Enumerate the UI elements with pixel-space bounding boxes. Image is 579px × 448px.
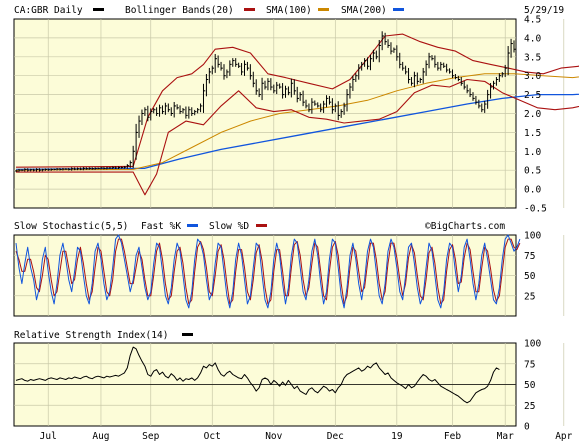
y-tick-label: 0: [524, 422, 530, 433]
y-tick-label: 1.0: [524, 147, 541, 158]
slow-d-legend-swatch: [256, 224, 267, 227]
symbol-legend-swatch: [93, 8, 104, 11]
bollinger-lower-line: [16, 78, 579, 196]
y-tick-label: -0.5: [524, 204, 547, 215]
y-tick-label: 25: [524, 401, 535, 412]
y-tick-label: 100: [524, 231, 541, 242]
rsi-line: [15, 346, 500, 404]
slow-d-label: Slow %D: [209, 221, 249, 232]
sma100-legend-swatch: [318, 8, 329, 11]
x-tick-label: Aug: [92, 431, 109, 442]
date-label: 5/29/19: [524, 5, 564, 16]
rsi-title: Relative Strength Index(14): [14, 330, 168, 341]
x-tick-label: Feb: [444, 431, 461, 442]
sma200-label: SMA(200): [341, 5, 387, 16]
bollinger-legend-swatch: [244, 8, 255, 11]
fast-k-legend-swatch: [187, 224, 198, 227]
sma100-line: [15, 73, 579, 171]
y-tick-label: 2.0: [524, 109, 541, 120]
x-tick-label: Sep: [142, 431, 159, 442]
x-tick-label: Jul: [40, 431, 57, 442]
stochastic-title: Slow Stochastic(5,5): [14, 221, 128, 232]
axis-ticks: 4.5 4.0 3.5 3.0 2.5 2.0 1.5 1.0 0.5 0.0 -0.5 100 75 5…: [40, 15, 573, 443]
y-tick-label: 3.0: [524, 71, 541, 82]
plot-area: [14, 31, 579, 404]
y-tick-label: 100: [524, 339, 541, 350]
x-tick-label: Nov: [265, 431, 282, 442]
x-tick-label: Dec: [327, 431, 344, 442]
x-tick-label: 19: [391, 431, 403, 442]
bollinger-label: Bollinger Bands(20): [125, 5, 234, 16]
slow-d-line: [15, 238, 521, 305]
symbol-label: CA:GBR Daily: [14, 5, 83, 16]
y-tick-label: 4.5: [524, 15, 541, 26]
y-tick-label: 0.0: [524, 185, 541, 196]
rsi-legend-swatch: [182, 333, 193, 336]
y-tick-label: 1.5: [524, 128, 541, 139]
y-tick-label: 50: [524, 380, 536, 391]
sma200-legend-swatch: [393, 8, 404, 11]
sma100-label: SMA(100): [266, 5, 312, 16]
y-tick-label: 75: [524, 251, 535, 262]
y-tick-label: 50: [524, 271, 536, 282]
fast-k-line: [15, 234, 521, 309]
x-tick-label: Apr: [555, 431, 572, 442]
x-tick-label: Oct: [204, 431, 221, 442]
y-tick-label: 3.5: [524, 52, 541, 63]
sma200-line: [15, 93, 579, 171]
y-tick-label: 2.5: [524, 90, 541, 101]
y-tick-label: 75: [524, 359, 535, 370]
y-tick-label: 0.5: [524, 166, 541, 177]
bigcharts-watermark: ©BigCharts.com: [425, 221, 505, 232]
y-tick-label: 4.0: [524, 33, 541, 44]
y-tick-label: 25: [524, 291, 535, 302]
x-tick-label: Mar: [497, 431, 514, 442]
fast-k-label: Fast %K: [141, 221, 181, 232]
